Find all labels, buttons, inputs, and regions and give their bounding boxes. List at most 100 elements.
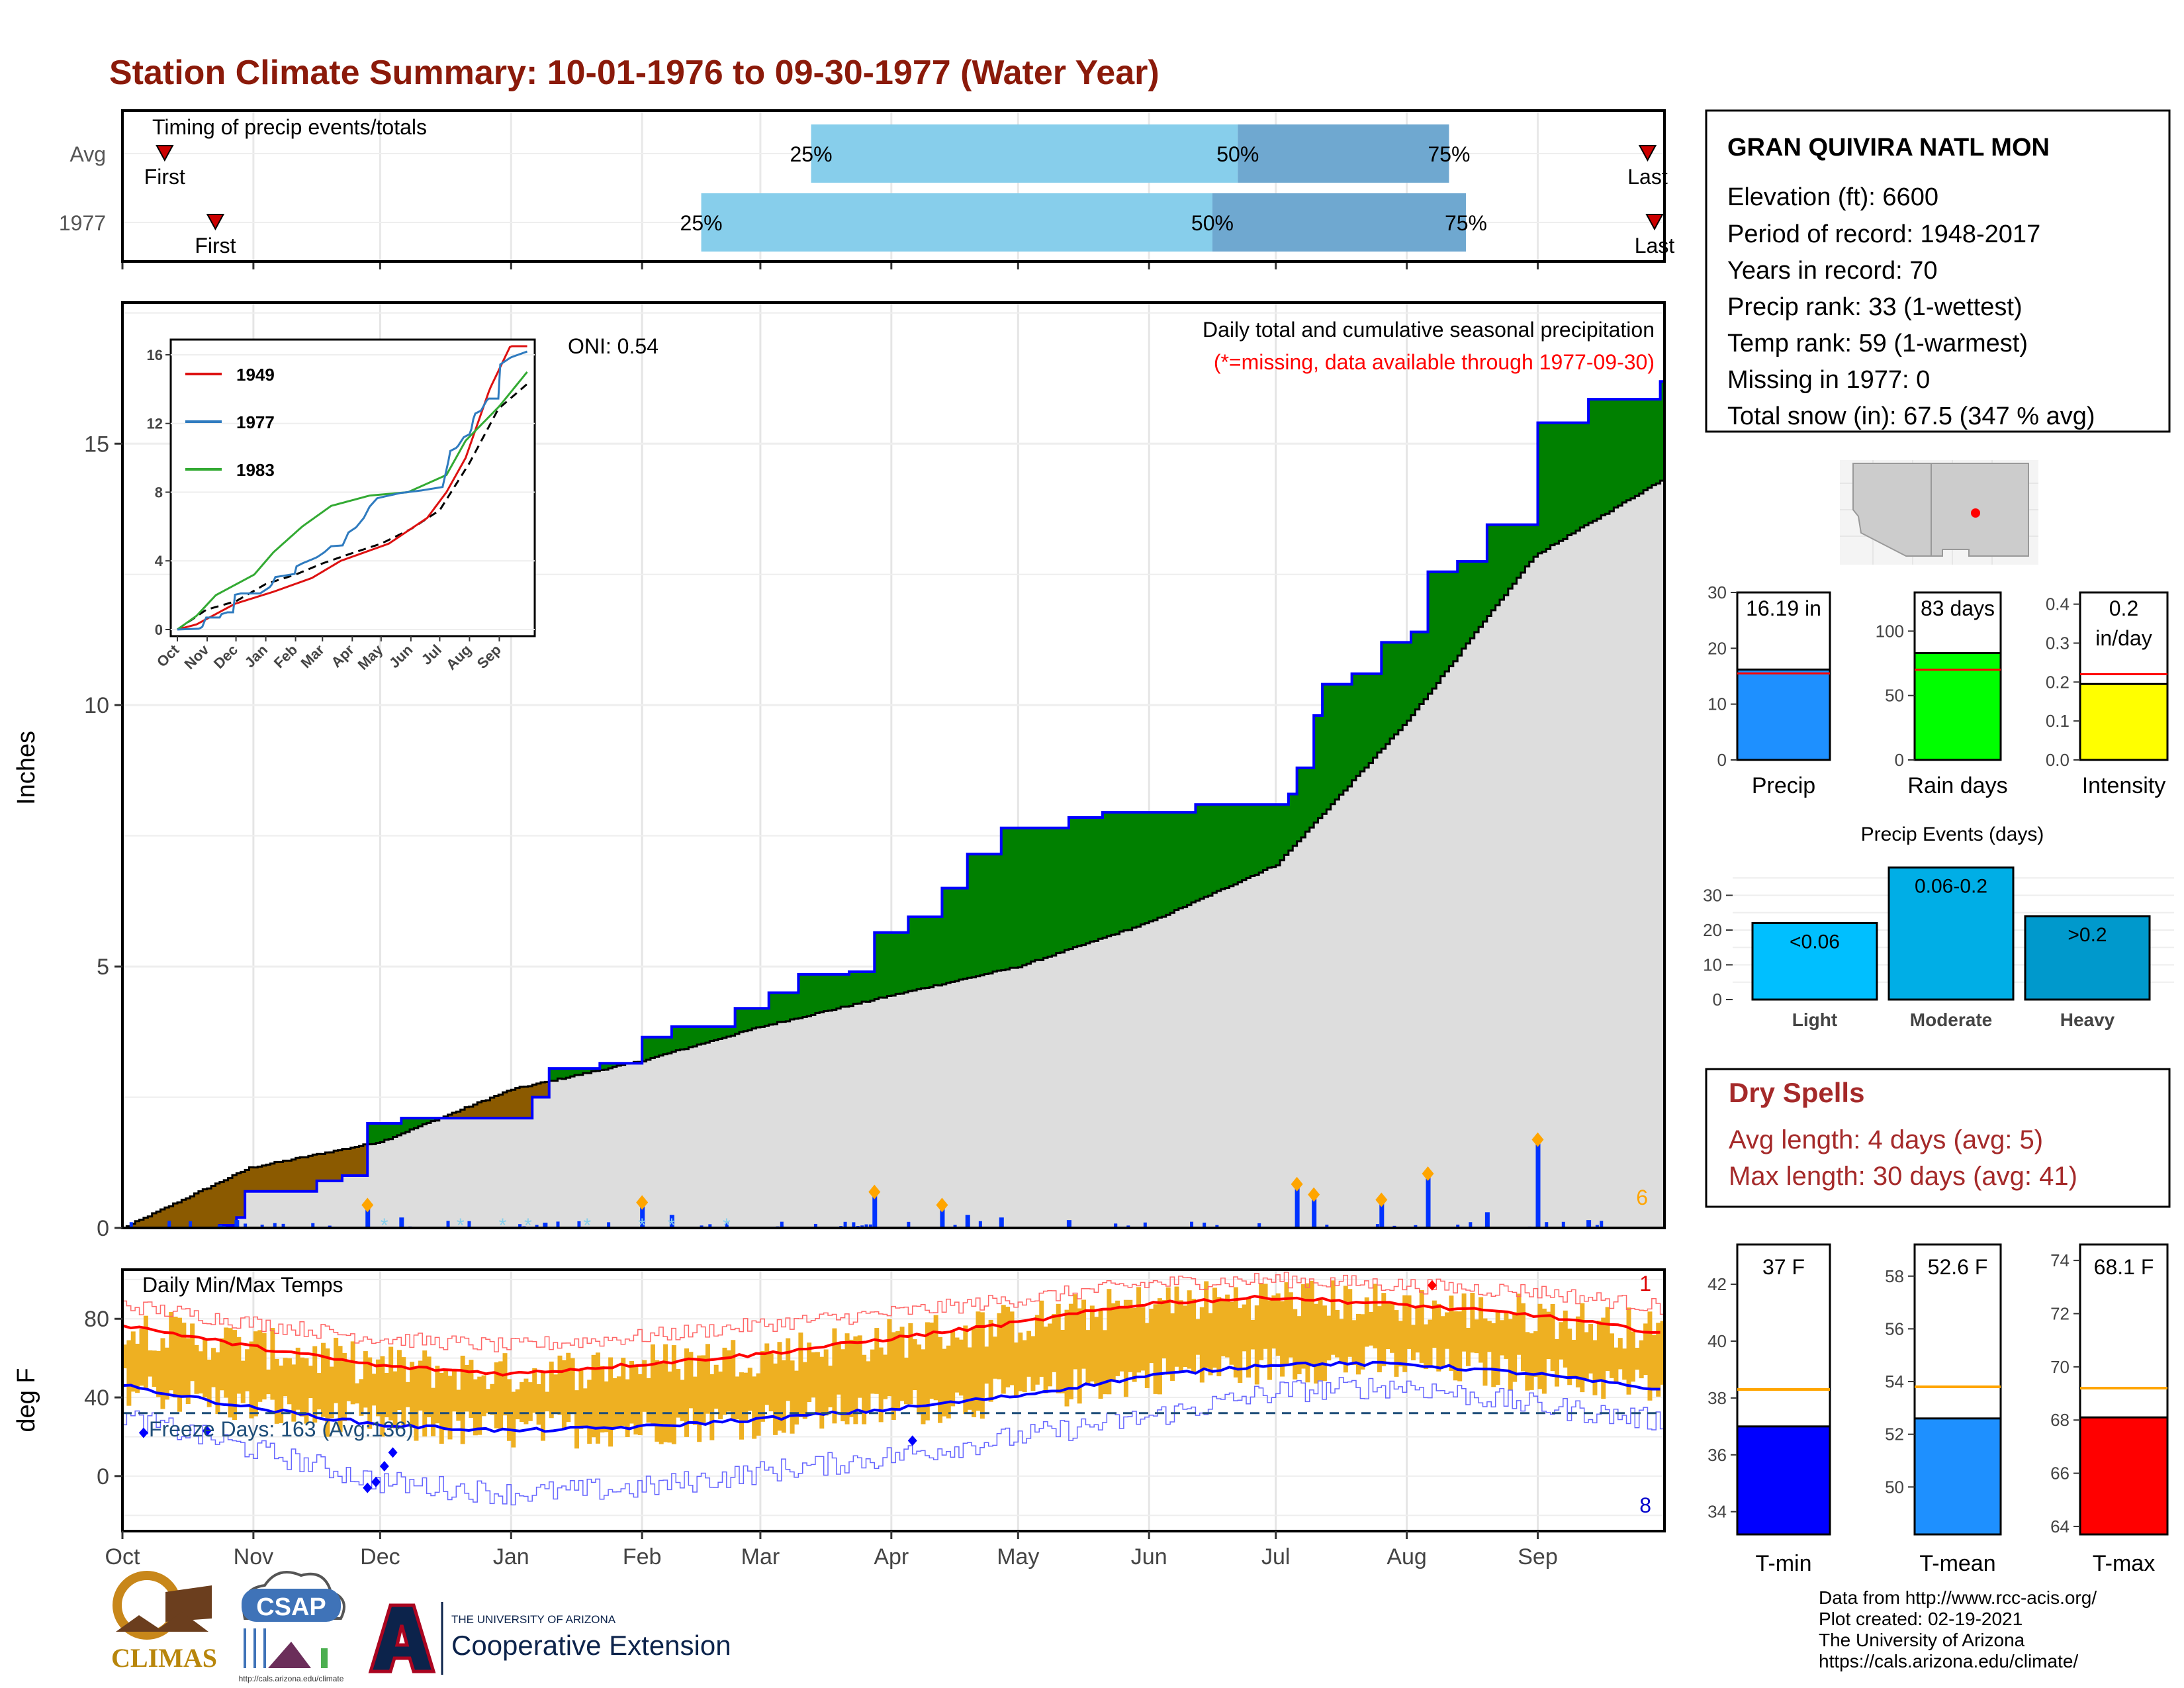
- daily-temp-range-bar: [1153, 1304, 1158, 1394]
- month-tick-label: Nov: [234, 1544, 273, 1570]
- month-tick-label: Dec: [360, 1544, 400, 1570]
- summary-y-tick-label: 0.2: [2046, 672, 2070, 692]
- daily-temp-range-bar: [1457, 1311, 1463, 1382]
- daily-temp-range-bar: [401, 1357, 406, 1425]
- station-line-temp-rank: Temp rank: 59 (1-warmest): [1727, 330, 2028, 357]
- daily-temp-range-bar: [1280, 1301, 1285, 1377]
- daily-temp-range-bar: [1318, 1299, 1323, 1381]
- daily-temp-range-bar: [300, 1357, 305, 1417]
- daily-precip-bar: [1600, 1221, 1604, 1228]
- daily-temp-range-bar: [633, 1365, 639, 1434]
- daily-temp-range-bar: [1461, 1293, 1467, 1352]
- daily-temp-range-bar: [1094, 1317, 1099, 1386]
- inset-lines: [177, 345, 528, 631]
- temp-y-label: deg F: [13, 1368, 40, 1432]
- snow-marker: [1422, 1166, 1434, 1182]
- daily-precip-bar: [1295, 1186, 1300, 1228]
- precip-y-tick-label: 10: [84, 693, 109, 718]
- dry-spells-max: Max length: 30 days (avg: 41): [1729, 1162, 2077, 1191]
- temp-lines: [122, 1272, 1664, 1506]
- events-bar-label: 0.06-0.2: [1915, 876, 1987, 898]
- daily-precip-bar: [535, 1225, 539, 1228]
- daily-temp-range-bar: [1520, 1303, 1525, 1372]
- dry-spells-title: Dry Spells: [1729, 1077, 1864, 1108]
- daily-temp-range-bar: [1039, 1300, 1044, 1377]
- daily-temp-range-bar: [1005, 1306, 1011, 1387]
- daily-temp-range-bar: [126, 1340, 132, 1406]
- daily-temp-range-bar: [942, 1348, 947, 1417]
- daily-temp-range-bar: [1373, 1284, 1378, 1348]
- daily-temp-range-bar: [731, 1340, 736, 1421]
- daily-temp-range-bar: [1111, 1303, 1116, 1381]
- daily-temp-range-bar: [650, 1344, 655, 1425]
- daily-temp-range-bar: [1360, 1314, 1365, 1370]
- daily-temp-range-bar: [1132, 1308, 1137, 1382]
- temp-summary-name: T-mean: [1919, 1551, 1995, 1576]
- daily-temp-range-bar: [680, 1380, 685, 1421]
- daily-temp-range-bar: [384, 1373, 389, 1418]
- daily-temp-range-bar: [659, 1362, 664, 1444]
- daily-temp-range-bar: [490, 1383, 495, 1415]
- daily-temp-range-bar: [203, 1338, 208, 1397]
- daily-precip-bar: [907, 1221, 911, 1228]
- summary-bar-value: [2079, 682, 2169, 761]
- inset-y-tick-label: 12: [147, 416, 163, 432]
- daily-temp-range-bar: [160, 1338, 165, 1409]
- daily-temp-range-bar: [853, 1336, 858, 1425]
- daily-temp-range-bar: [828, 1366, 833, 1407]
- daily-temp-range-bar: [1056, 1303, 1061, 1393]
- daily-temp-range-bar: [1284, 1282, 1289, 1366]
- inset-1949-line: [177, 345, 527, 631]
- daily-precip-bar: [852, 1222, 856, 1228]
- daily-precip-bar: [1143, 1222, 1147, 1228]
- month-tick-label: Aug: [1387, 1544, 1427, 1570]
- daily-temp-range-bar: [1183, 1305, 1188, 1368]
- daily-temp-range-bar: [790, 1360, 795, 1434]
- daily-temp-range-bar: [211, 1348, 216, 1387]
- daily-precip-bar: [1535, 1141, 1541, 1228]
- daily-temp-range-bar: [553, 1374, 559, 1414]
- daily-temp-range-bar: [447, 1376, 453, 1440]
- daily-precip-bar: [518, 1224, 522, 1228]
- daily-temp-range-bar: [1639, 1340, 1644, 1379]
- daily-temp-range-bar: [655, 1360, 660, 1442]
- record-low-marker: [371, 1476, 381, 1487]
- daily-temp-range-bar: [515, 1389, 520, 1420]
- inset-avg-line: [177, 383, 528, 631]
- daily-temp-range-bar: [862, 1354, 867, 1425]
- daily-temp-range-bar: [899, 1327, 905, 1401]
- daily-precip-bar: [217, 1225, 222, 1228]
- timing-panel: 25% 50% 75% First Last 25% 50% 75% First Last Tim…: [59, 109, 1674, 269]
- daily-temp-range-bar: [625, 1379, 630, 1437]
- daily-temp-range-bar: [1081, 1299, 1087, 1369]
- daily-precip-bar: [129, 1222, 133, 1228]
- daily-temp-range-bar: [823, 1349, 829, 1416]
- daily-temp-range-bar: [1157, 1298, 1162, 1395]
- daily-precip-bar: [273, 1223, 277, 1228]
- daily-temp-range-bar: [443, 1368, 449, 1430]
- daily-temp-range-bar: [688, 1352, 694, 1409]
- daily-temp-range-bar: [355, 1383, 360, 1404]
- station-name: GRAN QUIVIRA NATL MON: [1727, 134, 2050, 162]
- station-line-period: Period of record: 1948-2017: [1727, 220, 2040, 248]
- daily-temp-range-bar: [1326, 1315, 1332, 1361]
- daily-temp-range-bar: [578, 1370, 584, 1429]
- daily-temp-range-bar: [1390, 1303, 1395, 1353]
- daily-temp-range-bar: [1394, 1310, 1399, 1377]
- daily-temp-range-bar: [929, 1322, 934, 1399]
- legend-1949: 1949: [236, 365, 275, 385]
- temp-summary-y-tick-label: 50: [1885, 1477, 1904, 1497]
- ua-logo-main: Cooperative Extension: [451, 1630, 731, 1661]
- daily-temp-range-bar: [185, 1338, 191, 1405]
- daily-temp-range-bar: [1635, 1348, 1640, 1370]
- summary-y-tick-label: 0.4: [2046, 594, 2070, 614]
- daily-temp-range-bar: [1052, 1314, 1057, 1372]
- temp-summary-y-tick-label: 64: [2050, 1517, 2070, 1536]
- daily-temp-range-bar: [938, 1336, 943, 1423]
- daily-temp-range-bar: [341, 1352, 347, 1421]
- daily-temp-range-bar: [287, 1358, 292, 1405]
- temp-summary-y-tick-label: 58: [1885, 1266, 1904, 1286]
- legend-1983: 1983: [236, 460, 275, 480]
- daily-temp-range-bar: [1001, 1305, 1006, 1394]
